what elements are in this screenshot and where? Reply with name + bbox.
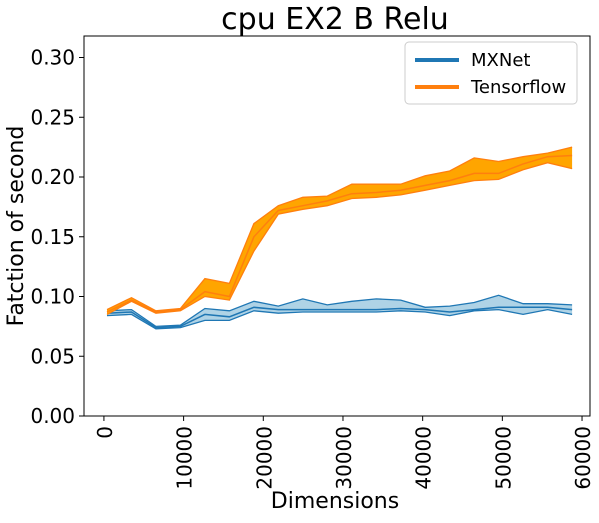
y-tick-label: 0.20 [30,165,75,189]
y-axis-label: Fatction of second [4,126,29,327]
x-axis-label: Dimensions [271,489,399,514]
y-tick-label: 0.05 [30,344,75,368]
band-lower-edge-tensorflow [106,162,573,315]
x-tick-label: 20000 [252,426,276,490]
y-tick-label: 0.25 [30,105,75,129]
x-tick-label: 10000 [173,426,197,490]
y-tick-label: 0.00 [30,404,75,428]
series-line-mxnet [106,306,573,329]
series-line-tensorflow [106,154,573,313]
y-axis: 0.00 0.05 0.10 0.15 0.20 0.25 0.30 [30,46,84,428]
y-tick-label: 0.30 [30,46,75,70]
x-tick-label: 40000 [412,426,436,490]
band-upper-edge-tensorflow [106,146,573,312]
legend-label-tensorflow: Tensorflow [470,77,566,98]
band-lower-edge-mxnet [106,308,573,330]
legend: MXNet Tensorflow [404,41,578,105]
y-tick-label: 0.10 [30,285,75,309]
band-upper-edge-mxnet [106,294,573,328]
x-axis: 0 10000 20000 30000 40000 50000 60000 [93,416,595,490]
x-tick-label: 60000 [571,426,595,490]
y-tick-label: 0.15 [30,225,75,249]
x-tick-label: 30000 [332,426,356,490]
chart-title: cpu EX2 B Relu [221,2,449,37]
plot-frame [83,35,591,417]
plot-area [106,146,573,330]
x-tick-label: 0 [93,426,117,439]
x-tick-label: 50000 [491,426,515,490]
legend-label-mxnet: MXNet [471,50,530,71]
